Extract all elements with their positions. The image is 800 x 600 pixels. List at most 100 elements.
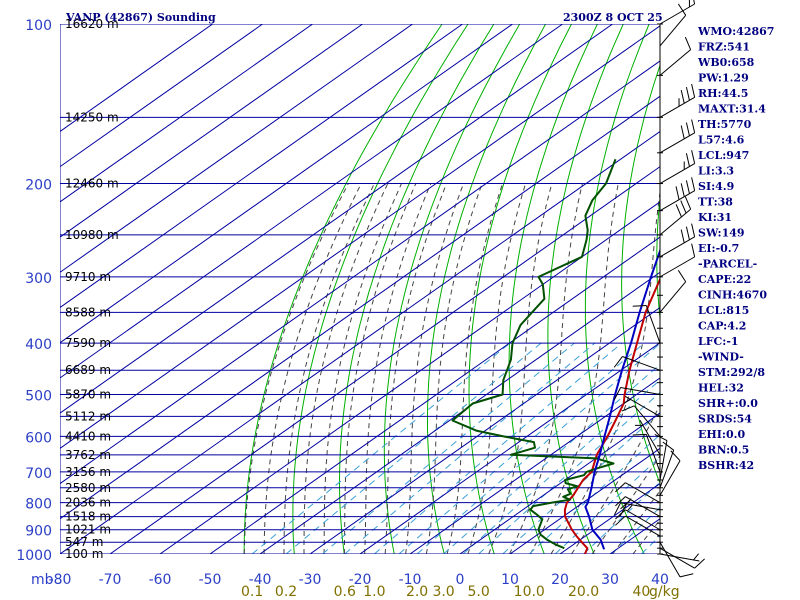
- barb-flag: [613, 356, 623, 368]
- index-value: MAXT:31.4: [698, 103, 766, 116]
- index-value: WMO:42867: [697, 25, 774, 38]
- barb-staff: [659, 163, 695, 184]
- barb-flag: [691, 223, 696, 237]
- isotherm: [60, 24, 613, 414]
- wind-barb: [613, 387, 661, 400]
- index-value: SI:4.9: [698, 180, 734, 193]
- moist-adiabat: [509, 183, 583, 554]
- barb-staff: [625, 515, 661, 537]
- mixing-ratio-label: 0.6: [334, 584, 356, 600]
- pressure-label-900: 900: [25, 524, 52, 540]
- parcel-line: [584, 247, 660, 550]
- moist-adiabat: [384, 183, 448, 554]
- barb-flag: [691, 177, 696, 191]
- barb-flag: [670, 450, 681, 462]
- dry-adiabat: [508, 24, 598, 554]
- index-value: FRZ:541: [698, 41, 750, 54]
- wind-barb: [659, 450, 681, 496]
- barb-flag: [632, 433, 647, 436]
- barb-flag: [662, 441, 674, 451]
- barb-staff: [659, 440, 668, 481]
- barb-flag: [654, 433, 668, 442]
- temperature-label: -50: [199, 572, 222, 588]
- mixing-ratio-label: 0.1: [241, 584, 263, 600]
- wind-barb: [659, 119, 696, 154]
- height-label: 1518 m: [65, 510, 111, 524]
- isotherm: [60, 24, 513, 344]
- isotherm: [60, 95, 660, 520]
- pressure-label-700: 700: [25, 466, 52, 482]
- wind-barb: [659, 177, 696, 212]
- barb-flag: [684, 196, 692, 210]
- dry-adiabat: [292, 24, 469, 554]
- isotherm: [509, 447, 660, 554]
- barb-flag: [685, 153, 690, 167]
- barb-staff: [659, 541, 681, 578]
- barb-flag: [632, 305, 647, 307]
- index-value: L57:4.6: [698, 134, 745, 147]
- barb-staff: [633, 405, 661, 437]
- profiles: [451, 158, 660, 554]
- barb-staff: [659, 132, 695, 154]
- barb-flag: [691, 83, 696, 98]
- pressure-label-1000: 1000: [16, 548, 52, 564]
- mixing-ratio-line: [416, 342, 660, 554]
- barb-flag: [685, 226, 690, 240]
- barb-flag: [693, 553, 700, 561]
- barb-staff: [659, 190, 695, 212]
- temperature-label: 20: [551, 572, 569, 588]
- height-label: 10980 m: [65, 228, 119, 242]
- wind-barb: [659, 3, 687, 47]
- pressure-label-800: 800: [25, 497, 52, 513]
- index-value: STM:292/8: [698, 366, 765, 379]
- barb-flag: [677, 270, 687, 282]
- barb-flag: [685, 122, 690, 136]
- chart-title: VANP (42867) Sounding: [65, 11, 216, 24]
- isotherm: [60, 25, 660, 449]
- mixing-ratio-label: 40: [632, 584, 650, 600]
- barb-flag: [680, 89, 685, 104]
- barb-staff: [659, 281, 687, 313]
- temperature-label: -10: [399, 572, 422, 588]
- dry-adiabat: [383, 24, 521, 554]
- isotherm: [60, 60, 660, 485]
- dry-adiabat: [788, 24, 800, 565]
- chart-datetime: 2300Z 8 OCT 25: [563, 11, 663, 24]
- wind-barb: [634, 419, 661, 456]
- barb-flag: [621, 405, 635, 412]
- barb-flag: [691, 119, 696, 133]
- wind-barb: [659, 441, 675, 488]
- mixing-ratio-label: 1.0: [363, 584, 385, 600]
- barb-staff: [659, 460, 681, 496]
- index-value: HEL:32: [698, 382, 744, 395]
- barb-flag: [691, 150, 696, 164]
- wind-barb: [659, 150, 696, 184]
- wind-barb: [659, 553, 700, 562]
- height-label: 1021 m: [65, 523, 111, 537]
- height-label: 9710 m: [65, 270, 111, 284]
- moist-adiabat: [591, 454, 660, 554]
- barb-flag: [680, 125, 685, 139]
- dry-adiabat: [243, 24, 443, 554]
- barb-flag: [675, 204, 682, 218]
- index-value: BSHR:42: [698, 459, 754, 472]
- barb-flag: [613, 387, 622, 400]
- index-value: CAPE:22: [698, 273, 751, 286]
- grid: [60, 24, 660, 554]
- index-value: RH:44.5: [698, 87, 748, 100]
- barb-flag: [685, 180, 690, 194]
- temperature-label: 30: [601, 572, 619, 588]
- moist-adiabat: [488, 183, 553, 554]
- mixing-ratio-line: [344, 342, 596, 554]
- index-value: LI:3.3: [698, 165, 734, 178]
- moist-adiabat: [446, 183, 504, 554]
- wind-barb: [623, 395, 661, 417]
- barb-flag: [677, 3, 687, 16]
- wind-barb: [659, 541, 694, 578]
- pressure-label-300: 300: [25, 271, 52, 287]
- height-label: 2036 m: [65, 496, 111, 510]
- isotherm: [309, 306, 660, 554]
- dry-adiabat: [584, 24, 650, 554]
- barb-flag: [675, 186, 680, 200]
